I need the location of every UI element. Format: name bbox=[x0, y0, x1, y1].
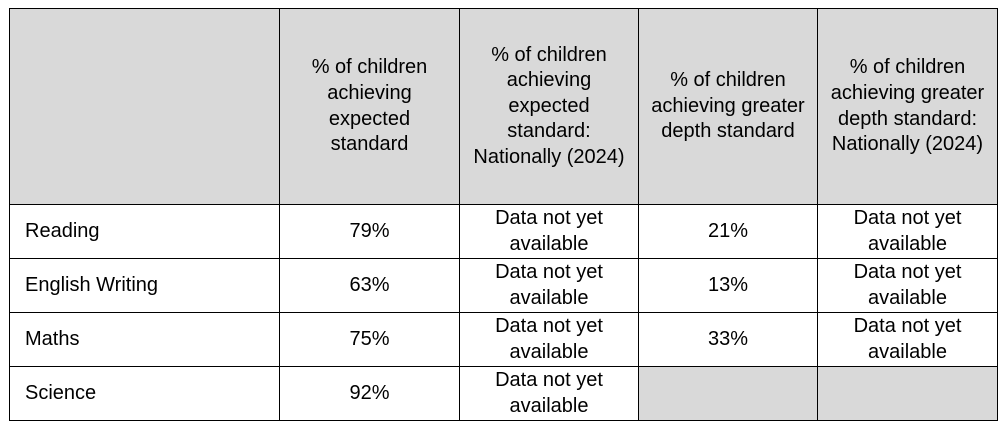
greater-depth-national-cell-empty bbox=[817, 366, 998, 421]
table-row: Maths 75% Data not yet available 33% Dat… bbox=[9, 312, 998, 367]
expected-cell: 92% bbox=[279, 366, 460, 421]
greater-depth-cell: 21% bbox=[638, 204, 818, 259]
greater-depth-national-cell: Data not yet available bbox=[817, 258, 998, 313]
header-expected-national: % of children achieving expected standar… bbox=[459, 8, 639, 205]
greater-depth-national-cell: Data not yet available bbox=[817, 204, 998, 259]
subject-cell: Science bbox=[9, 366, 280, 421]
header-blank bbox=[9, 8, 280, 205]
results-table: % of children achieving expected standar… bbox=[9, 8, 998, 421]
expected-cell: 75% bbox=[279, 312, 460, 367]
header-expected: % of children achieving expected standar… bbox=[279, 8, 460, 205]
greater-depth-cell-empty bbox=[638, 366, 818, 421]
expected-national-cell: Data not yet available bbox=[459, 312, 639, 367]
expected-cell: 79% bbox=[279, 204, 460, 259]
header-greater-depth: % of children achieving greater depth st… bbox=[638, 8, 818, 205]
expected-cell: 63% bbox=[279, 258, 460, 313]
subject-cell: Maths bbox=[9, 312, 280, 367]
expected-national-cell: Data not yet available bbox=[459, 258, 639, 313]
greater-depth-cell: 33% bbox=[638, 312, 818, 367]
results-table-container: % of children achieving expected standar… bbox=[9, 8, 998, 421]
expected-national-cell: Data not yet available bbox=[459, 366, 639, 421]
header-greater-depth-national: % of children achieving greater depth st… bbox=[817, 8, 998, 205]
greater-depth-national-cell: Data not yet available bbox=[817, 312, 998, 367]
expected-national-cell: Data not yet available bbox=[459, 204, 639, 259]
header-row: % of children achieving expected standar… bbox=[9, 8, 998, 205]
subject-cell: Reading bbox=[9, 204, 280, 259]
table-row: English Writing 63% Data not yet availab… bbox=[9, 258, 998, 313]
table-row: Reading 79% Data not yet available 21% D… bbox=[9, 204, 998, 259]
subject-cell: English Writing bbox=[9, 258, 280, 313]
greater-depth-cell: 13% bbox=[638, 258, 818, 313]
table-row: Science 92% Data not yet available bbox=[9, 366, 998, 421]
